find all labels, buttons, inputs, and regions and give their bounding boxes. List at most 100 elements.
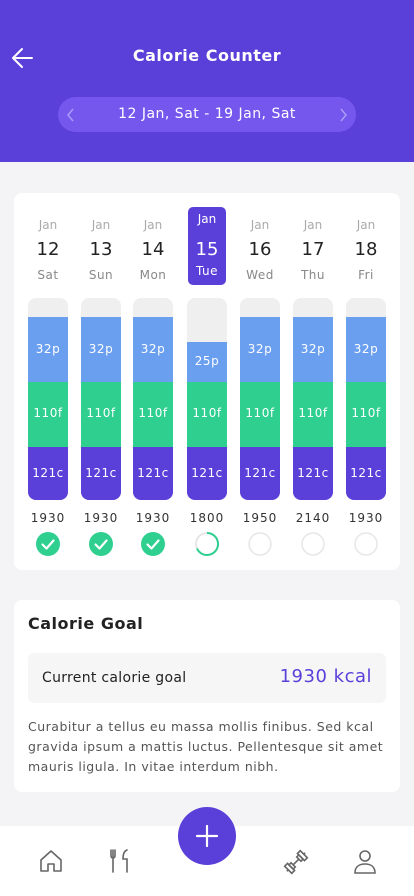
carbs-segment: 121c (293, 447, 333, 500)
fat-label: 110f (86, 406, 116, 420)
fat-segment: 110f (293, 382, 333, 447)
macro-bar: 32p 110f 121c (81, 298, 121, 500)
day-total: 1930 (348, 511, 384, 525)
carbs-segment: 121c (28, 447, 68, 500)
carbs-segment: 121c (187, 447, 227, 500)
day-number: 15 (195, 239, 219, 260)
status-icon (36, 532, 60, 556)
protein-label: 32p (247, 341, 273, 356)
macro-bar: 32p 110f 121c (28, 298, 68, 500)
day-total: 1800 (189, 511, 225, 525)
goal-value: 1930 kcal (279, 666, 372, 687)
home-icon[interactable] (38, 848, 64, 874)
fat-segment: 110f (346, 382, 386, 447)
fat-segment: 110f (187, 382, 227, 447)
goal-card: Calorie Goal Current calorie goal 1930 k… (14, 600, 400, 792)
protein-segment: 32p (28, 317, 68, 382)
day-total: 1930 (135, 511, 171, 525)
month: Jan (143, 218, 163, 232)
weekday: Sun (88, 268, 114, 282)
meals-icon[interactable] (108, 848, 134, 874)
fat-label: 110f (138, 406, 168, 420)
fat-segment: 110f (240, 382, 280, 447)
status-icon (89, 532, 113, 556)
month: Jan (356, 218, 376, 232)
goal-title: Calorie Goal (28, 614, 144, 633)
weekday: Wed (246, 268, 274, 282)
fat-segment: 110f (81, 382, 121, 447)
protein-segment: 25p (187, 342, 227, 382)
day-total: 2140 (295, 511, 331, 525)
day-number: 16 (248, 239, 272, 260)
carbs-segment: 121c (133, 447, 173, 500)
macro-bar: 32p 110f 121c (240, 298, 280, 500)
date-range-selector: 12 Jan, Sat - 19 Jan, Sat (58, 97, 356, 132)
carbs-segment: 121c (81, 447, 121, 500)
month: Jan (250, 218, 270, 232)
day-total: 1930 (83, 511, 119, 525)
carbs-label: 121c (85, 466, 117, 480)
protein-label: 32p (88, 341, 114, 356)
profile-icon[interactable] (352, 848, 378, 874)
day-number: 12 (36, 239, 60, 260)
protein-segment: 32p (133, 317, 173, 382)
day-total: 1930 (30, 511, 66, 525)
macro-bar: 32p 110f 121c (346, 298, 386, 500)
weekday: Tue (196, 264, 218, 278)
weekday: Fri (358, 268, 374, 282)
workout-icon[interactable] (282, 848, 310, 876)
carbs-segment: 121c (346, 447, 386, 500)
prev-week[interactable] (64, 107, 78, 123)
carbs-label: 121c (350, 466, 382, 480)
fat-label: 110f (192, 406, 222, 420)
status-icon (195, 531, 219, 556)
goal-label: Current calorie goal (42, 670, 187, 686)
back-button[interactable] (10, 46, 36, 70)
status-icon (301, 532, 325, 556)
day-number: 14 (141, 239, 165, 260)
carbs-label: 121c (137, 466, 169, 480)
protein-segment: 32p (81, 317, 121, 382)
day-total: 1950 (242, 511, 278, 525)
carbs-label: 121c (191, 466, 223, 480)
carbs-label: 121c (32, 466, 64, 480)
protein-label: 32p (140, 341, 166, 356)
carbs-segment: 121c (240, 447, 280, 500)
fat-segment: 110f (28, 382, 68, 447)
goal-description: Curabitur a tellus eu massa mollis finib… (28, 719, 384, 774)
status-icon (248, 532, 272, 556)
next-week[interactable] (336, 107, 350, 123)
carbs-label: 121c (244, 466, 276, 480)
day-number: 17 (301, 239, 325, 260)
month: Jan (91, 218, 111, 232)
protein-label: 32p (35, 341, 61, 356)
carbs-label: 121c (297, 466, 329, 480)
weekday: Thu (300, 268, 326, 282)
macro-bar: 32p 110f 121c (293, 298, 333, 500)
fat-label: 110f (33, 406, 63, 420)
weekday: Sat (37, 268, 59, 282)
header: Calorie Counter 12 Jan, Sat - 19 Jan, Sa… (0, 0, 414, 162)
fat-segment: 110f (133, 382, 173, 447)
macro-bar: 25p 110f 121c (187, 298, 227, 500)
protein-label: 25p (194, 354, 220, 368)
protein-segment: 32p (240, 317, 280, 382)
weekday: Mon (139, 268, 167, 282)
fat-label: 110f (245, 406, 275, 420)
fat-label: 110f (351, 406, 381, 420)
title: Calorie Counter (132, 46, 282, 65)
protein-label: 32p (300, 341, 326, 356)
day-number: 18 (354, 239, 378, 260)
date-range: 12 Jan, Sat - 19 Jan, Sat (118, 106, 296, 122)
macro-bar: 32p 110f 121c (133, 298, 173, 500)
goal-box: Current calorie goal 1930 kcal (28, 653, 386, 703)
fat-label: 110f (298, 406, 328, 420)
add-button[interactable] (178, 807, 236, 865)
status-icon (354, 532, 378, 556)
month: Jan (38, 218, 58, 232)
protein-segment: 32p (293, 317, 333, 382)
month: Jan (303, 218, 323, 232)
protein-label: 32p (353, 341, 379, 356)
status-icon (141, 532, 165, 556)
